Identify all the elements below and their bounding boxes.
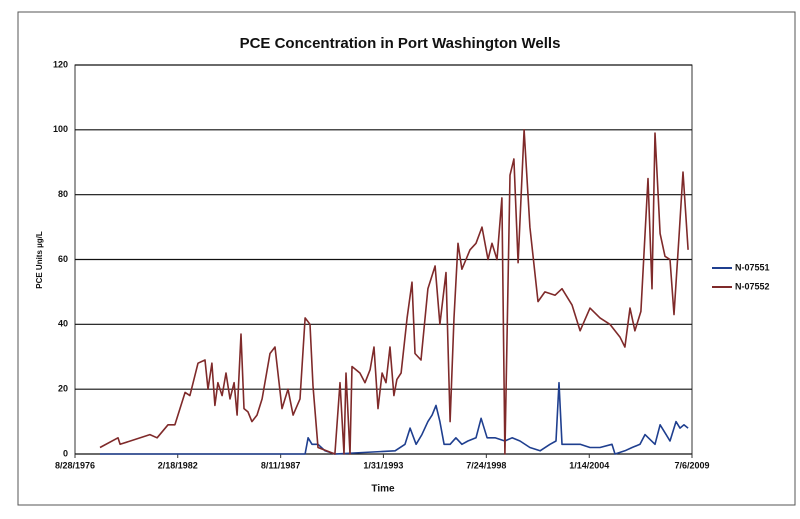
x-tick-label: 1/31/1993 <box>363 460 403 470</box>
legend-label: N-07551 <box>735 262 770 272</box>
series-line <box>99 129 689 455</box>
x-axis-label: Time <box>371 484 395 495</box>
x-tick-label: 8/28/1976 <box>55 460 95 470</box>
chart-frame <box>17 11 796 506</box>
x-tick-label: 7/6/2009 <box>674 460 709 470</box>
series-line <box>100 381 689 455</box>
x-tick-label: 7/24/1998 <box>466 460 506 470</box>
x-tick-label: 8/11/1987 <box>261 460 301 470</box>
y-tick-label: 60 <box>58 254 68 264</box>
y-axis-label: PCE Units µg/L <box>35 231 44 289</box>
x-tick-label: 2/18/1982 <box>158 460 198 470</box>
y-tick-label: 40 <box>58 319 68 329</box>
x-tick-label: 1/14/2004 <box>569 460 609 470</box>
y-tick-label: 100 <box>53 124 68 134</box>
y-tick-label: 120 <box>53 59 68 69</box>
legend-label: N-07552 <box>735 281 770 291</box>
y-tick-label: 0 <box>63 448 68 458</box>
chart-title: PCE Concentration in Port Washington Wel… <box>240 35 561 52</box>
y-tick-label: 20 <box>58 384 68 394</box>
y-tick-label: 80 <box>58 189 68 199</box>
